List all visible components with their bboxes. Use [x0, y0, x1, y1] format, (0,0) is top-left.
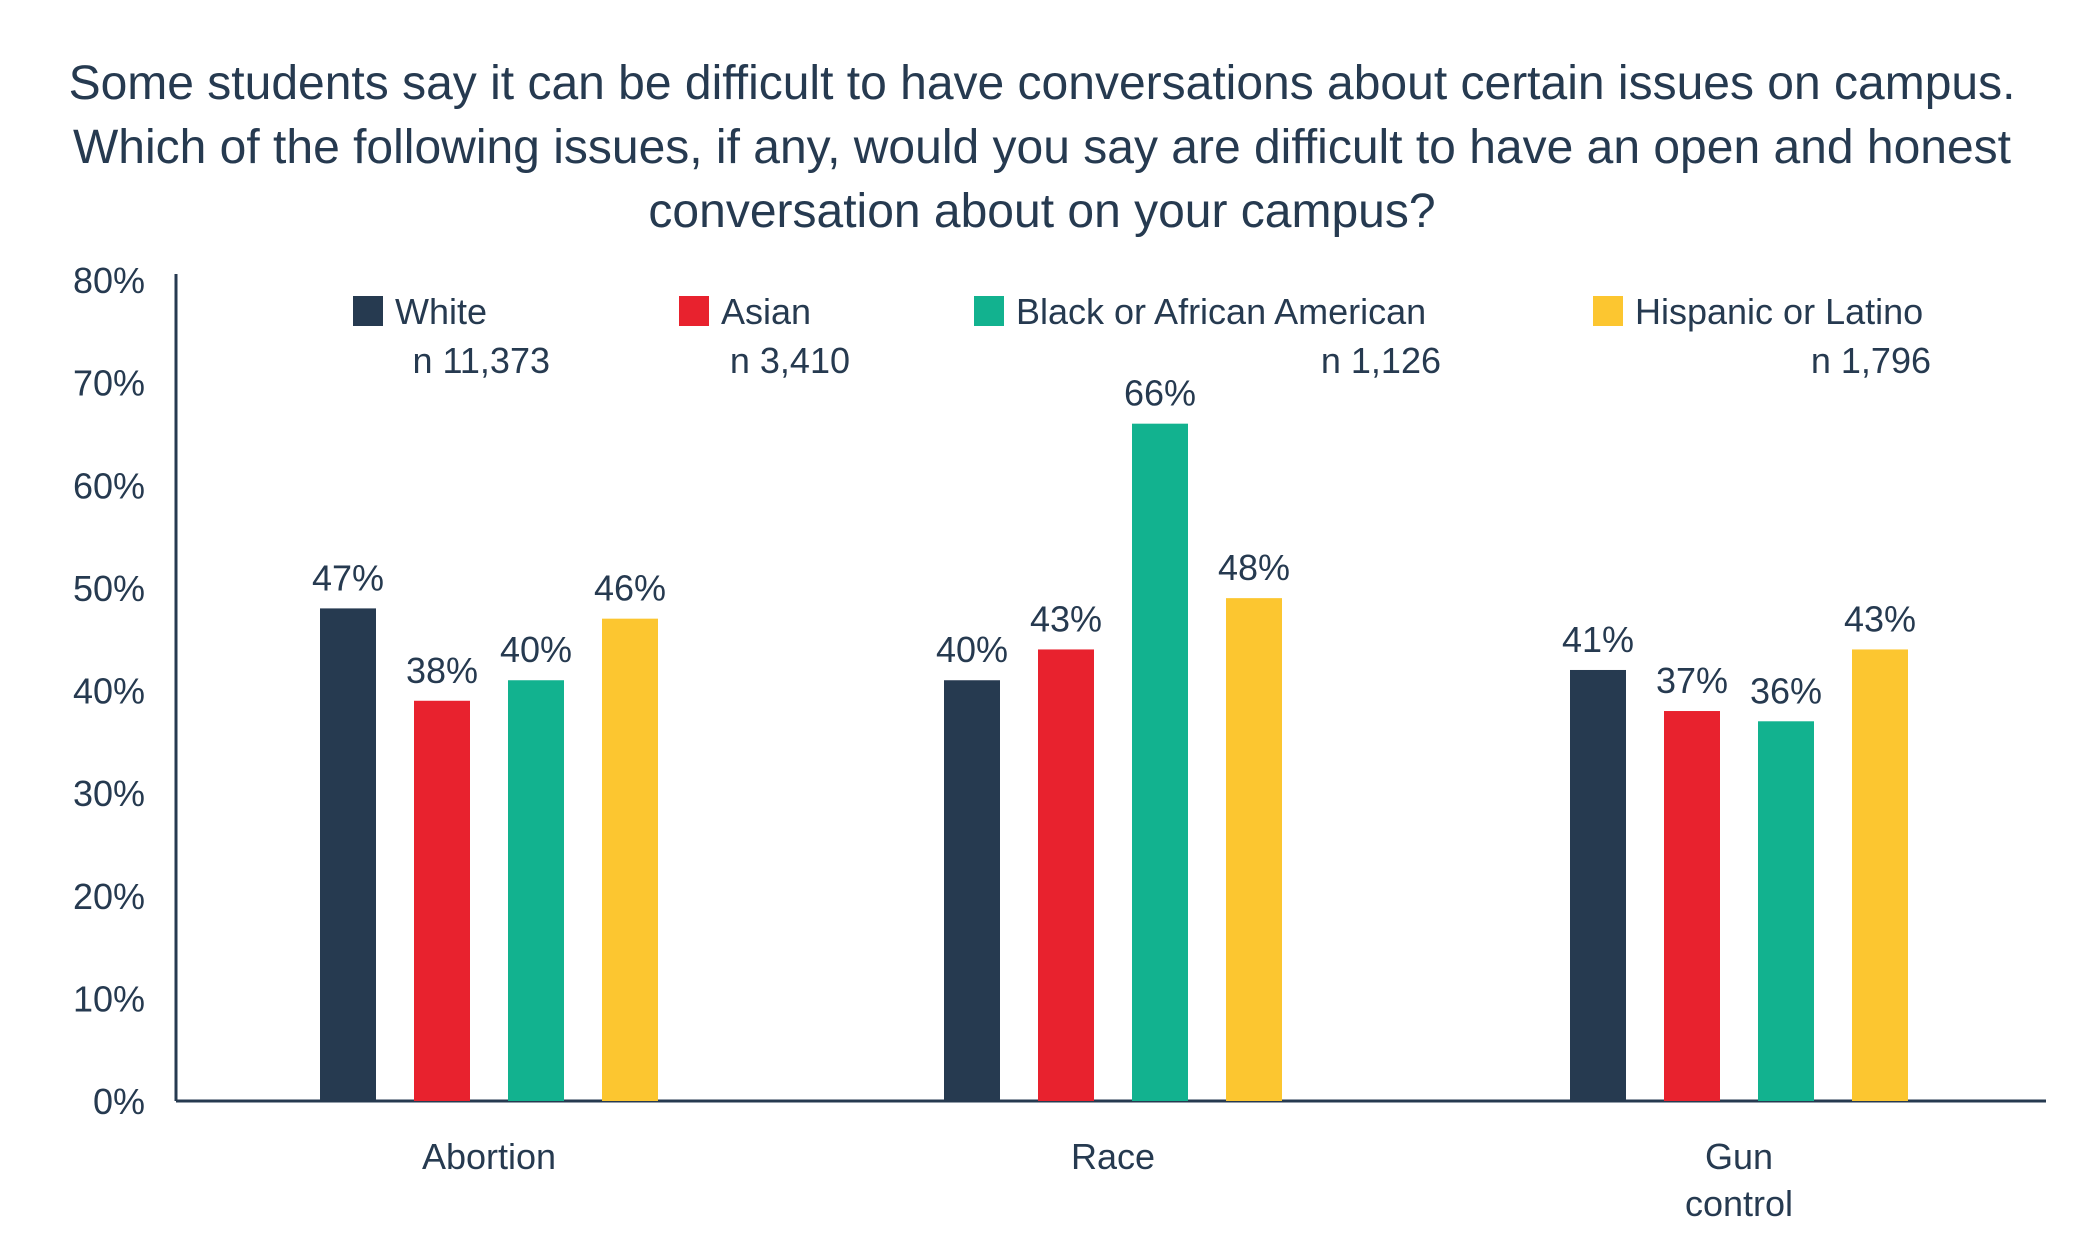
bar-value-label: 40%: [500, 629, 572, 670]
bar-value-label: 48%: [1218, 547, 1290, 588]
bar: [1758, 721, 1814, 1101]
y-tick-label: 10%: [73, 978, 145, 1019]
bar: [414, 700, 470, 1101]
legend-sample-size: n 1,126: [1321, 340, 1441, 381]
y-axis-ticks: 0% 10% 20% 30% 40% 50% 60% 70% 80%: [73, 260, 145, 1122]
value-labels: 47% 40% 41% 38% 43% 37% 40% 66% 36% 46% 48% 43%: [312, 373, 1916, 712]
y-tick-label: 0%: [93, 1081, 145, 1122]
bar-value-label: 41%: [1562, 619, 1634, 660]
legend-sample-size: n 11,373: [413, 340, 550, 381]
legend-swatch: [679, 296, 709, 326]
legend-label: Asian: [721, 291, 811, 332]
bar-value-label: 36%: [1750, 670, 1822, 711]
category-label: Gun: [1705, 1136, 1773, 1177]
bar-value-label: 46%: [594, 568, 666, 609]
chart-title: Some students say it can be difficult to…: [68, 57, 2016, 238]
bar: [1664, 711, 1720, 1101]
legend-label: Hispanic or Latino: [1635, 291, 1923, 332]
category-label: Abortion: [422, 1136, 556, 1177]
bar: [1570, 669, 1626, 1101]
bar: [602, 618, 658, 1101]
bar: [944, 680, 1000, 1101]
bar: [1852, 649, 1908, 1101]
y-tick-label: 50%: [73, 568, 145, 609]
bar-value-label: 43%: [1844, 598, 1916, 639]
category-labels: Abortion Race Gun control: [422, 1136, 1793, 1224]
bar-value-label: 47%: [312, 557, 384, 598]
bar-value-label: 37%: [1656, 660, 1728, 701]
y-tick-label: 40%: [73, 671, 145, 712]
bar: [320, 608, 376, 1101]
legend-swatch: [1593, 296, 1623, 326]
legend: White n 11,373 Asian n 3,410 Black or Africa…: [353, 291, 1931, 381]
bar-value-label: 66%: [1124, 373, 1196, 414]
category-label: control: [1685, 1183, 1793, 1224]
y-tick-label: 30%: [73, 773, 145, 814]
bar: [1226, 598, 1282, 1101]
y-tick-label: 80%: [73, 260, 145, 301]
bar: [1038, 649, 1094, 1101]
y-tick-label: 20%: [73, 876, 145, 917]
bar-value-label: 40%: [936, 629, 1008, 670]
y-tick-label: 60%: [73, 465, 145, 506]
legend-swatch: [353, 296, 383, 326]
bars: [320, 423, 1908, 1101]
bar: [1132, 423, 1188, 1101]
legend-sample-size: n 1,796: [1811, 340, 1931, 381]
legend-label: White: [395, 291, 487, 332]
bar-value-label: 43%: [1030, 598, 1102, 639]
legend-swatch: [974, 296, 1004, 326]
y-tick-label: 70%: [73, 363, 145, 404]
category-label: Race: [1071, 1136, 1155, 1177]
axes: [174, 274, 2046, 1103]
bar: [508, 680, 564, 1101]
bar-value-label: 38%: [406, 650, 478, 691]
legend-sample-size: n 3,410: [730, 340, 850, 381]
legend-label: Black or African American: [1016, 291, 1426, 332]
